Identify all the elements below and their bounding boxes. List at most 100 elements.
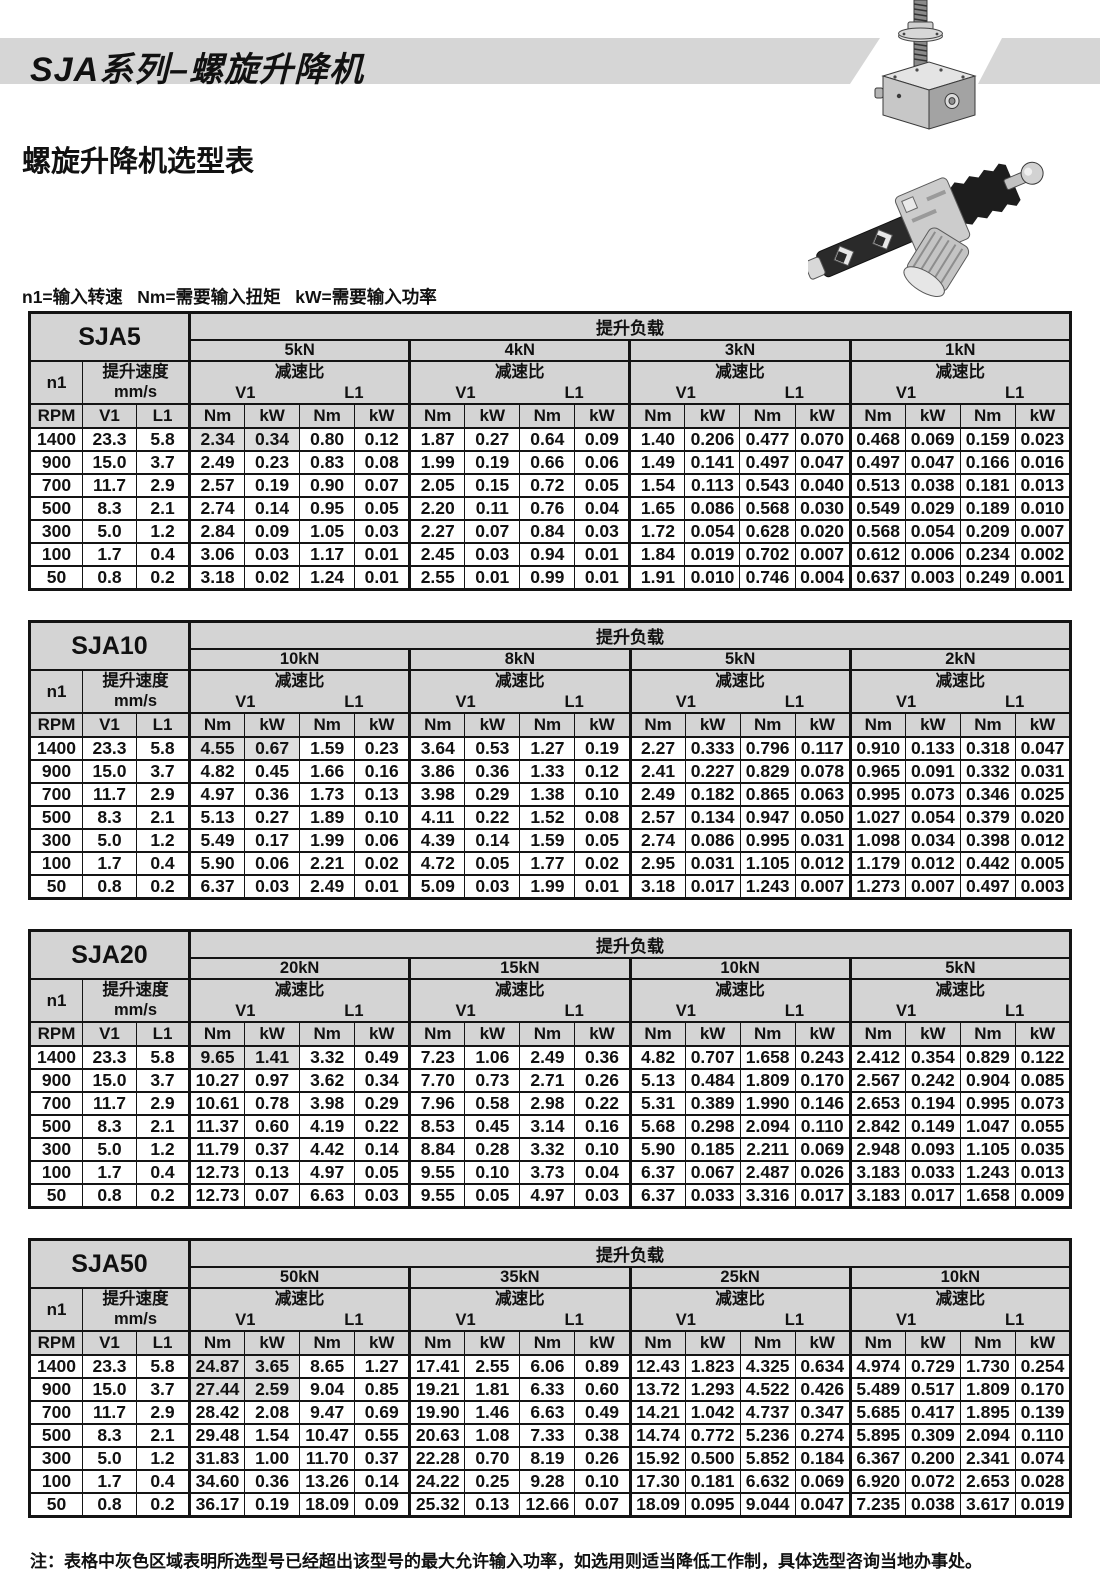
- data-value: 0.03: [574, 1183, 631, 1209]
- l1-speed-value: 3.7: [135, 450, 191, 475]
- data-value: 0.477: [739, 427, 796, 452]
- load-header: 提升负载: [188, 929, 1071, 959]
- data-value: 4.42: [299, 1137, 356, 1162]
- data-value: 0.26: [574, 1446, 631, 1471]
- l1-speed-value: 0.2: [135, 565, 191, 591]
- nm-label: Nm: [848, 1021, 906, 1047]
- data-value: 6.920: [848, 1469, 906, 1494]
- data-value: 0.07: [464, 519, 521, 544]
- row-load-header: SJA20 提升负载: [29, 929, 1071, 980]
- l1-speed-value: 0.4: [136, 851, 190, 876]
- data-value: 4.97: [187, 782, 246, 807]
- data-value: 0.45: [244, 759, 301, 784]
- v1-speed-value: 1.7: [82, 542, 137, 567]
- v1-speed-value: 15.0: [82, 450, 137, 475]
- data-value: 0.45: [464, 1114, 521, 1139]
- load-capacity: 10kN: [187, 648, 411, 671]
- data-value: 24.22: [408, 1469, 466, 1494]
- data-value: 4.39: [408, 828, 466, 853]
- table-row: 300 5.0 1.2 11.79 0.37 4.42 0.14 8.84 0.28 3.32 0.…: [29, 1137, 1072, 1162]
- data-value: 0.10: [354, 805, 411, 830]
- kw-label: kW: [1014, 403, 1072, 429]
- data-value: 0.249: [959, 565, 1016, 591]
- load-capacity: 1kN: [848, 339, 1072, 362]
- n1-label: n1: [29, 360, 83, 405]
- data-value: 5.895: [848, 1423, 906, 1448]
- data-value: 0.73: [464, 1068, 521, 1093]
- speed-header: 提升速度 mm/s: [82, 669, 190, 714]
- data-value: 0.02: [354, 851, 411, 876]
- data-value: 0.16: [574, 1114, 631, 1139]
- data-value: 0.23: [354, 736, 411, 761]
- data-value: 0.03: [464, 542, 521, 567]
- data-value: 34.60: [187, 1469, 246, 1494]
- data-value: 1.65: [628, 496, 686, 521]
- data-value: 0.194: [904, 1091, 961, 1116]
- row-ratio-header: n1 提升速度 mm/s 减速比 V1 L1 减速比 V1 L1 减速比 V1 L1 减速比 V1 L1: [29, 360, 1072, 405]
- data-value: 7.23: [408, 1045, 466, 1070]
- data-value: 0.086: [684, 496, 741, 521]
- data-value: 0.047: [904, 450, 961, 475]
- data-value: 12.43: [628, 1354, 686, 1379]
- data-value: 0.029: [904, 496, 961, 521]
- data-value: 0.16: [354, 759, 411, 784]
- row-load-header: SJA5 提升负载: [28, 311, 1071, 362]
- v1-speed-value: 0.8: [82, 1492, 137, 1518]
- ratio-title: 减速比: [495, 672, 545, 691]
- data-value: 0.10: [574, 1137, 631, 1162]
- data-value: 0.091: [904, 759, 961, 784]
- nm-label: Nm: [959, 403, 1016, 429]
- nm-label: Nm: [187, 1021, 246, 1047]
- data-value: 0.995: [959, 1091, 1016, 1116]
- data-value: 0.83: [299, 450, 356, 475]
- data-value: 0.37: [244, 1137, 301, 1162]
- rpm-label: RPM: [29, 1021, 83, 1047]
- l1-label: L1: [135, 403, 191, 429]
- row-load-capacities: 10kN 8kN 5kN 2kN: [30, 648, 1072, 671]
- rpm-value: 300: [29, 828, 83, 853]
- model-name: SJA5: [28, 311, 191, 362]
- data-value: 2.55: [464, 1354, 521, 1379]
- data-value: 1.027: [848, 805, 906, 830]
- data-value: 0.36: [244, 1469, 301, 1494]
- data-value: 3.14: [519, 1114, 576, 1139]
- data-value: 2.71: [519, 1068, 576, 1093]
- row-ratio-header: n1 提升速度 mm/s 减速比 V1 L1 减速比 V1 L1 减速比 V1 L1 减速比 V1 L1: [29, 669, 1072, 714]
- table-row: 700 11.7 2.9 2.57 0.19 0.90 0.07 2.05 0.15 0.72 0.…: [29, 473, 1072, 498]
- data-value: 0.25: [464, 1469, 521, 1494]
- data-value: 1.809: [959, 1377, 1016, 1402]
- v1-speed-value: 11.7: [82, 1091, 137, 1116]
- data-value: 3.65: [244, 1354, 301, 1379]
- data-value: 0.568: [739, 496, 796, 521]
- data-value: 0.49: [354, 1045, 411, 1070]
- data-value: 2.95: [628, 851, 686, 876]
- v1-column-label: V1: [675, 692, 696, 711]
- ratio-header: 减速比 V1 L1: [188, 360, 411, 405]
- tables-area: SJA5 提升负载 5kN 4kN 3kN 1kN n1 提升速度 mm/s 减速比 V1 L1 减速比…: [28, 311, 1072, 1572]
- l1-speed-value: 2.9: [136, 782, 190, 807]
- data-value: 3.183: [848, 1160, 906, 1185]
- table-row: 50 0.8 0.2 6.37 0.03 2.49 0.01 5.09 0.03 1.99 0.01…: [29, 874, 1072, 900]
- load-capacity: 5kN: [628, 648, 851, 671]
- data-value: 3.73: [519, 1160, 576, 1185]
- data-value: 0.417: [904, 1400, 961, 1425]
- data-value: 1.49: [628, 450, 686, 475]
- kw-label: kW: [244, 712, 301, 738]
- kw-label: kW: [574, 1021, 631, 1047]
- data-value: 0.149: [904, 1114, 961, 1139]
- speed-header: 提升速度 mm/s: [82, 978, 190, 1023]
- data-value: 9.47: [299, 1400, 356, 1425]
- v1-column-label: V1: [895, 383, 917, 402]
- data-value: 0.06: [574, 450, 631, 475]
- speed-title: 提升速度: [102, 362, 169, 381]
- data-value: 8.19: [519, 1446, 576, 1471]
- v1-speed-value: 1.7: [82, 851, 137, 876]
- data-value: 4.97: [519, 1183, 576, 1209]
- data-value: 0.06: [244, 851, 301, 876]
- row-load-header: SJA50 提升负载: [29, 1238, 1071, 1289]
- data-value: 1.27: [519, 736, 576, 761]
- data-value: 2.57: [188, 473, 246, 498]
- row-ratio-header: n1 提升速度 mm/s 减速比 V1 L1 减速比 V1 L1 减速比 V1 L1 减速比 V1 L1: [29, 1287, 1072, 1332]
- data-value: 0.025: [1014, 782, 1072, 807]
- data-value: 2.74: [188, 496, 246, 521]
